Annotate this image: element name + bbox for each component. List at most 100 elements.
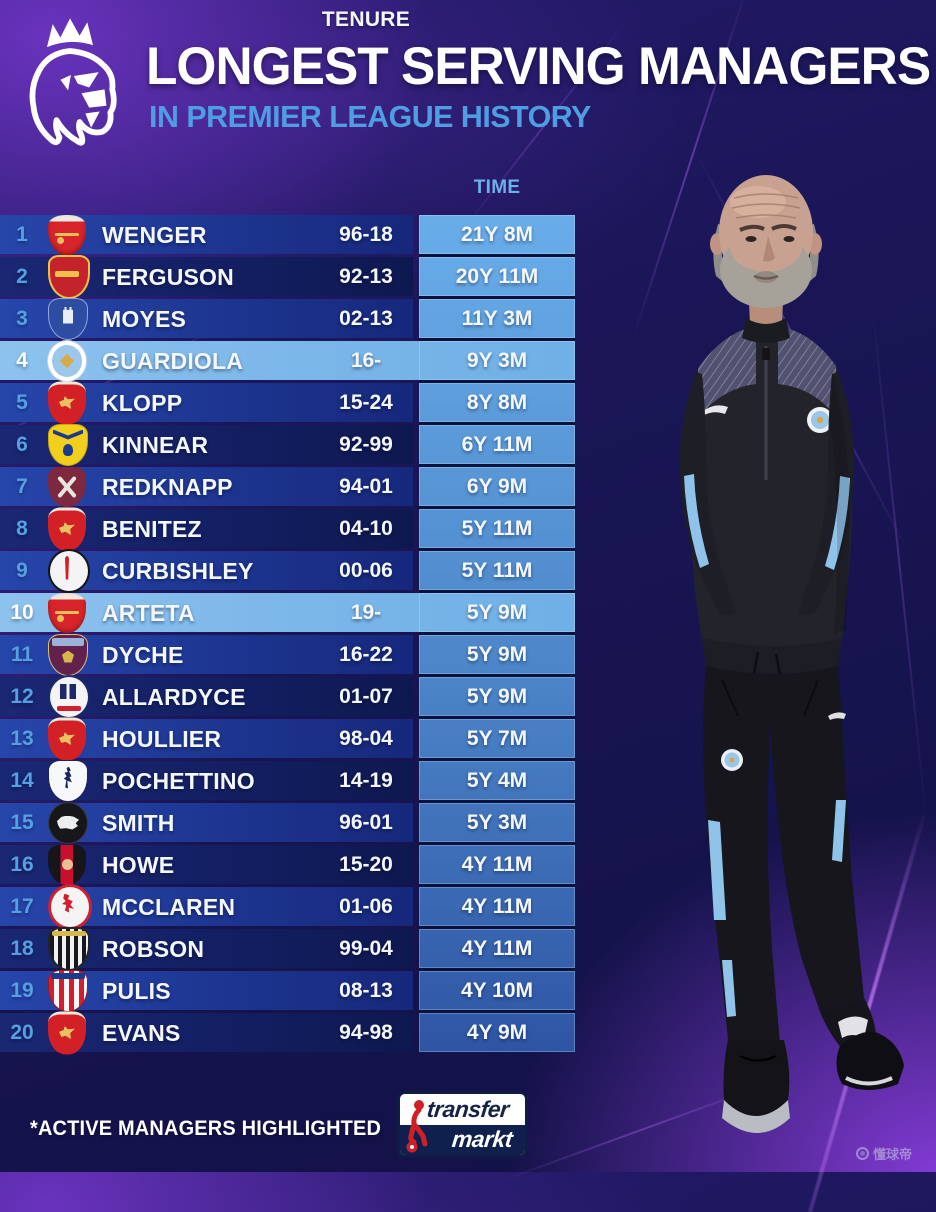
tenure-value: 16-22 [339,643,393,666]
wimbledon-badge-icon [48,423,88,466]
time-value: 8Y 8M [419,383,575,422]
table-row: 6 KINNEAR 92-99 [0,423,413,466]
watermark-text: 懂球帝 [873,1147,913,1162]
active-managers-note: *ACTIVE MANAGERS HIGHLIGHTED [30,1117,382,1140]
rank-value: 14 [10,769,34,792]
table-row: 18 ROBSON 99-04 [0,926,413,971]
time-value: 6Y 9M [419,467,575,506]
table-row: 16 HOWE 15-20 [0,844,413,885]
tenure-value: 92-99 [339,433,393,456]
tenure-value: 00-06 [339,559,393,582]
liverpool-badge-icon [48,507,86,550]
transfermarkt-word-bottom: markt [450,1126,514,1152]
transfermarkt-player-icon [406,1100,428,1153]
tenure-value: 19- [350,601,382,624]
table-row-highlighted: 10 ARTETA 19- [0,592,575,633]
watermark: 懂球帝 [856,1144,912,1163]
rank-value: 17 [10,895,34,918]
time-column: 21Y 8M 20Y 11M 11Y 3M 9Y 3M 8Y 8M 6Y 11M… [419,215,575,1055]
rank-value: 9 [16,559,28,582]
table-row: 3 MOYES 02-13 [0,297,413,340]
premier-league-lion-icon [29,18,117,146]
rank-value: 10 [10,601,34,624]
rank-value: 4 [16,349,28,372]
rank-value: 2 [16,265,28,288]
table-row: 20 EVANS 94-98 [0,1011,413,1054]
everton-badge-icon [48,297,88,340]
column-header-tenure: TENURE [321,8,411,31]
pep-guardiola-photo [679,175,904,1133]
tenure-value: 94-01 [339,475,393,498]
manager-name: KINNEAR [102,432,209,458]
liverpool-badge-icon [48,717,86,760]
rank-value: 16 [10,853,34,876]
table-row: 15 SMITH 96-01 [0,801,413,844]
time-value: 9Y 3M [419,341,575,380]
time-value: 5Y 9M [419,635,575,674]
time-value: 4Y 11M [419,887,575,926]
liverpool-badge-icon [48,1011,86,1054]
time-value: 4Y 9M [419,1013,575,1052]
page-subtitle: IN PREMIER LEAGUE HISTORY [149,99,591,134]
manager-name: ARTETA [102,600,195,626]
manager-name: KLOPP [102,390,183,416]
west-ham-badge-icon [48,466,86,507]
table-row: 12 ALLARDYCE 01-07 [0,674,413,719]
tenure-value: 01-06 [339,895,393,918]
table-row: 14 POCHETTINO 14-19 [0,759,413,802]
burnley-badge-icon [48,633,88,676]
table-row: 13 HOULLIER 98-04 [0,717,413,760]
time-value: 4Y 10M [419,971,575,1010]
watermark-ball-icon [856,1147,869,1160]
arsenal-badge-icon [48,592,86,633]
liverpool-badge-icon [48,381,86,424]
time-value: 20Y 11M [419,257,575,296]
manager-name: WENGER [102,222,207,248]
tenure-value: 15-24 [339,391,393,414]
bournemouth-badge-icon [48,844,86,885]
manager-name: ALLARDYCE [102,684,246,710]
manager-name: CURBISHLEY [102,558,254,584]
manager-name: SMITH [102,810,175,836]
time-value: 4Y 11M [419,845,575,884]
tenure-value: 04-10 [339,517,393,540]
tenure-value: 96-01 [339,811,393,834]
table-row: 9 CURBISHLEY 00-06 [0,548,413,593]
column-header-time: TIME [473,177,521,198]
stoke-badge-icon [48,969,88,1012]
rank-value: 11 [10,643,34,666]
page-title: LONGEST SERVING MANAGERS [146,37,931,96]
tenure-value: 92-13 [339,265,393,288]
charlton-badge-icon [48,548,90,593]
time-value: 4Y 11M [419,929,575,968]
table-rows: 1 WENGER 96-18 2 FERGUSON 92-13 3 MOYES … [0,214,575,1055]
table-row: 1 WENGER 96-18 [0,214,413,255]
manager-name: PULIS [102,978,171,1004]
tenure-value: 01-07 [339,685,393,708]
rank-value: 19 [10,979,34,1002]
tenure-value: 02-13 [339,307,393,330]
managers-table: 1 WENGER 96-18 2 FERGUSON 92-13 3 MOYES … [0,214,575,1055]
time-value: 5Y 7M [419,719,575,758]
manager-name: HOWE [102,852,175,878]
time-value: 6Y 11M [419,425,575,464]
time-value: 5Y 11M [419,551,575,590]
middlesbrough-badge-icon [48,883,92,930]
manager-name: FERGUSON [102,264,234,290]
time-value: 21Y 8M [419,215,575,254]
manager-name: EVANS [102,1020,181,1046]
bolton-badge-icon [48,674,90,719]
tenure-value: 16- [350,349,382,372]
rank-value: 12 [10,685,34,708]
manchester-united-badge-icon [48,254,90,299]
rank-value: 1 [16,223,28,246]
manager-name: BENITEZ [102,516,202,542]
manager-name: HOULLIER [102,726,222,752]
tenure-value: 14-19 [339,769,393,792]
rank-value: 15 [10,811,34,834]
table-row: 19 PULIS 08-13 [0,969,413,1012]
time-value: 11Y 3M [419,299,575,338]
tenure-value: 98-04 [339,727,393,750]
rank-value: 6 [16,433,28,456]
arsenal-badge-icon [48,214,86,255]
